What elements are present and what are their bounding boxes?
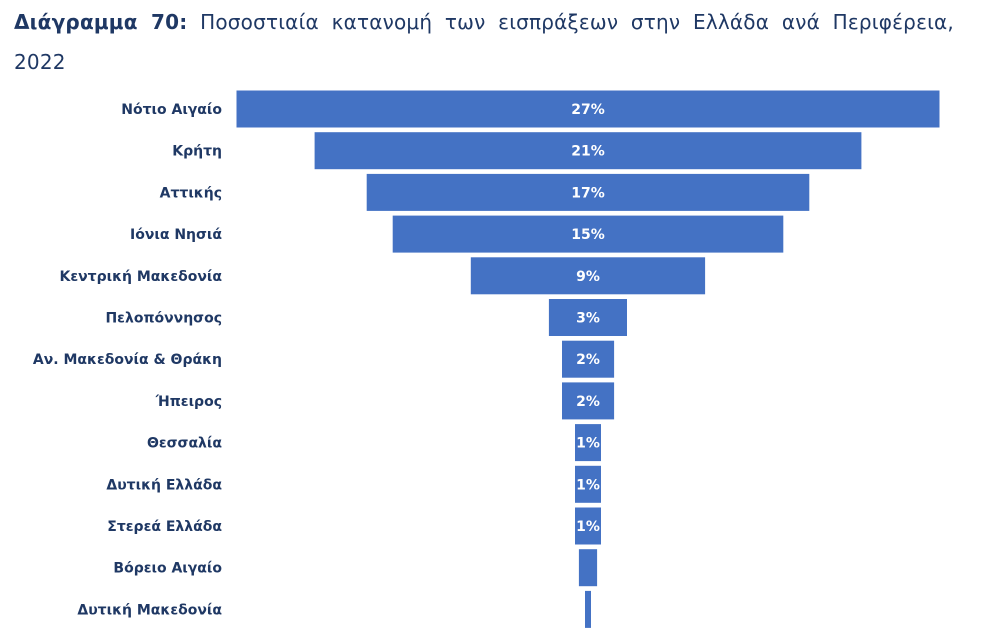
bar-value-label-8: 2% (576, 394, 600, 410)
bar-8 (562, 382, 615, 420)
bar-2 (314, 132, 862, 170)
bar-7 (562, 340, 615, 378)
bar-5 (470, 257, 706, 295)
category-label-3: Αττικής (160, 185, 222, 201)
category-label-2: Κρήτη (172, 144, 222, 160)
bar-value-label-1: 27% (571, 102, 605, 118)
bar-3 (366, 173, 810, 211)
category-label-10: Δυτική Ελλάδα (106, 477, 222, 493)
bar-value-label-6: 3% (576, 311, 600, 327)
bar-value-label-7: 2% (576, 352, 600, 368)
bars-group: 27% 21% 17% 15% 9% 3% 2% 2% 1% 1% 1% (236, 90, 940, 628)
bar-value-label-5: 9% (576, 269, 600, 285)
bar-4 (392, 215, 784, 253)
bar-12 (578, 549, 598, 587)
category-label-11: Στερεά Ελλάδα (107, 519, 222, 535)
bar-value-label-3: 17% (571, 185, 605, 201)
category-label-13: Δυτική Μακεδονία (77, 602, 222, 618)
bar-value-label-4: 15% (571, 227, 605, 243)
bar-6 (548, 299, 627, 336)
category-label-9: Θεσσαλία (147, 436, 222, 452)
chart-title-text: Ποσοστιαία κατανομή των εισπράξεων στην … (14, 10, 954, 74)
bar-value-label-11: 1% (576, 519, 600, 535)
category-label-1: Νότιο Αιγαίο (121, 102, 222, 118)
chart-title: Διάγραμμα 70: Ποσοστιαία κατανομή των ει… (14, 2, 954, 82)
bar-1 (236, 90, 940, 128)
category-label-6: Πελοπόννησος (105, 311, 222, 327)
category-label-7: Αν. Μακεδονία & Θράκη (33, 352, 222, 368)
chart-title-prefix: Διάγραμμα 70: (14, 10, 188, 34)
bar-value-label-2: 21% (571, 144, 605, 160)
bar-9 (575, 424, 601, 462)
category-label-4: Ιόνια Νησιά (130, 227, 222, 243)
bar-value-label-10: 1% (576, 477, 600, 493)
bar-value-label-9: 1% (576, 436, 600, 452)
bar-13 (585, 590, 591, 628)
category-labels-group: Νότιο Αιγαίο Κρήτη Αττικής Ιόνια Νησιά Κεντρ… (33, 102, 222, 618)
category-label-8: Ήπειρος (155, 394, 222, 410)
category-label-5: Κεντρική Μακεδονία (59, 269, 222, 285)
bar-11 (575, 507, 601, 545)
bar-10 (575, 465, 601, 503)
category-label-12: Βόρειο Αιγαίο (113, 561, 222, 577)
